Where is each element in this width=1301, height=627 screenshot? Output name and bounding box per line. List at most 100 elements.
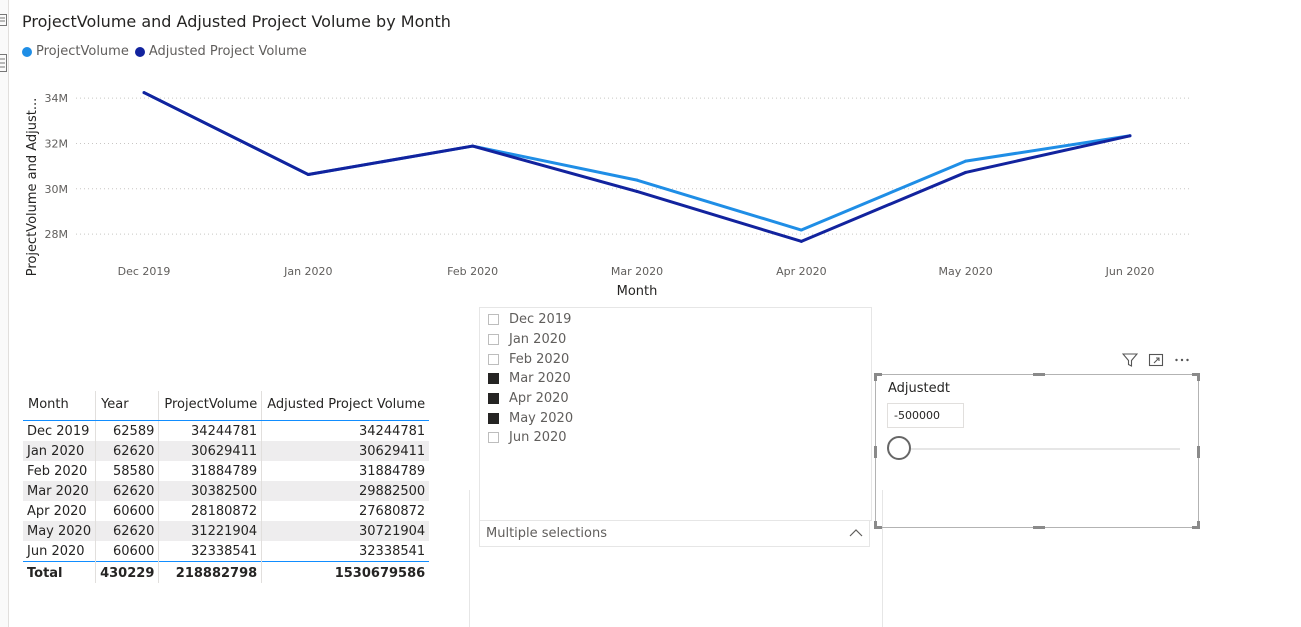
- resize-handle-mid-right[interactable]: [1197, 446, 1200, 458]
- slicer-item[interactable]: Jan 2020: [480, 330, 871, 350]
- data-point-adjusted[interactable]: [1128, 134, 1132, 138]
- chart-legend: ProjectVolume Adjusted Project Volume: [22, 44, 307, 59]
- chart-title: ProjectVolume and Adjusted Project Volum…: [22, 12, 451, 31]
- resize-handle-top-left[interactable]: [874, 373, 882, 376]
- legend-item-projectvolume[interactable]: ProjectVolume: [22, 44, 129, 59]
- slicer-item-label: Jan 2020: [509, 332, 567, 348]
- checkbox[interactable]: [488, 314, 499, 326]
- adjustment-slider-visual[interactable]: Adjustedt -500000: [874, 373, 1200, 529]
- table-total-row: Total 430229 218882798 1530679586: [23, 561, 430, 583]
- resize-handle-bottom-left-v[interactable]: [874, 521, 877, 529]
- cell-projectvolume: 34244781: [158, 420, 263, 441]
- table-row: Dec 2019 62589 34244781 34244781: [23, 420, 429, 441]
- data-point-adjusted[interactable]: [635, 189, 639, 193]
- resize-handle-top-right-v[interactable]: [1197, 373, 1200, 381]
- checkbox[interactable]: [488, 353, 499, 365]
- data-point-adjusted[interactable]: [471, 144, 475, 148]
- data-point-adjusted[interactable]: [142, 91, 146, 95]
- table-row: Feb 2020 58580 31884789 31884789: [23, 461, 429, 481]
- slicer-item-label: Feb 2020: [509, 351, 570, 367]
- slider-track[interactable]: [902, 448, 1180, 450]
- data-point-projectvolume[interactable]: [964, 159, 968, 163]
- x-tick-label: Mar 2020: [611, 265, 663, 278]
- page-list-icon[interactable]: [0, 14, 7, 26]
- chevron-up-icon[interactable]: [849, 526, 863, 541]
- x-tick-label: Apr 2020: [776, 265, 827, 278]
- left-rail: [0, 0, 9, 627]
- x-tick-label: Jun 2020: [1105, 265, 1155, 278]
- resize-handle-top-right[interactable]: [1192, 373, 1200, 376]
- resize-handle-top-left-v[interactable]: [874, 373, 877, 381]
- series-line-adjusted[interactable]: [143, 91, 1131, 243]
- slicer-item[interactable]: Jun 2020: [480, 428, 871, 448]
- checkbox[interactable]: [488, 432, 499, 444]
- slicer-item[interactable]: Mar 2020: [480, 369, 871, 389]
- slicer-item[interactable]: Apr 2020: [480, 389, 871, 409]
- data-point-adjusted[interactable]: [306, 173, 310, 177]
- checkbox[interactable]: [488, 334, 499, 346]
- data-table-container: Month Year ProjectVolume Adjusted Projec…: [23, 391, 430, 583]
- filter-icon[interactable]: [1122, 352, 1138, 368]
- cell-year: 60600: [95, 541, 160, 562]
- cell-adjusted: 30721904: [261, 521, 430, 541]
- legend-label-adjusted: Adjusted Project Volume: [148, 44, 307, 59]
- total-year: 430229: [95, 561, 160, 583]
- fields-icon[interactable]: [0, 54, 7, 72]
- slicer-item-label: Dec 2019: [509, 312, 572, 328]
- col-header-year[interactable]: Year: [95, 391, 160, 421]
- data-point-projectvolume[interactable]: [799, 228, 803, 232]
- cell-projectvolume: 31221904: [158, 521, 263, 541]
- slider-value-input[interactable]: -500000: [887, 403, 964, 428]
- line-chart[interactable]: 28M 30M 32M 34M Dec 2019 Jan 2020 Feb 2020 Mar …: [0, 70, 1210, 300]
- legend-dot-adjusted: [134, 46, 145, 57]
- resize-handle-bottom-mid[interactable]: [1033, 526, 1045, 529]
- cell-projectvolume: 32338541: [158, 541, 263, 562]
- checkbox[interactable]: [488, 373, 499, 385]
- more-options-icon[interactable]: [1174, 352, 1190, 368]
- total-projectvolume: 218882798: [158, 561, 263, 583]
- cell-month: May 2020: [23, 521, 97, 541]
- resize-handle-top-mid[interactable]: [1033, 373, 1045, 376]
- slicer-item-label: May 2020: [509, 410, 574, 426]
- checkbox[interactable]: [488, 412, 499, 424]
- table-row: Apr 2020 60600 28180872 27680872: [23, 501, 429, 521]
- visual-header: [1122, 352, 1190, 368]
- slicer-item-label: Mar 2020: [509, 371, 571, 387]
- data-point-projectvolume[interactable]: [635, 178, 639, 182]
- resize-handle-bottom-right-v[interactable]: [1197, 521, 1200, 529]
- resize-handle-bottom-left[interactable]: [874, 526, 882, 529]
- col-header-adjusted[interactable]: Adjusted Project Volume: [261, 391, 430, 421]
- y-axis-title: ProjectVolume and Adjust...: [25, 98, 40, 277]
- legend-label-projectvolume: ProjectVolume: [36, 44, 129, 59]
- slicer-item-label: Apr 2020: [509, 391, 569, 407]
- slicer-dropdown-header[interactable]: Multiple selections: [479, 520, 870, 547]
- table-row: Mar 2020 62620 30382500 29882500: [23, 481, 430, 501]
- table-header-row: Month Year ProjectVolume Adjusted Projec…: [23, 391, 430, 421]
- cell-adjusted: 27680872: [359, 503, 426, 519]
- cell-adjusted: 29882500: [261, 481, 430, 501]
- resize-handle-bottom-right[interactable]: [1192, 526, 1200, 529]
- slicer-item[interactable]: Dec 2019: [480, 310, 871, 330]
- focus-mode-icon[interactable]: [1148, 352, 1164, 368]
- x-tick-label: Dec 2019: [118, 265, 171, 278]
- slicer-item[interactable]: May 2020: [480, 408, 871, 428]
- checkbox[interactable]: [488, 393, 499, 405]
- resize-handle-mid-left[interactable]: [874, 446, 877, 458]
- series-line-projectvolume[interactable]: [143, 91, 1131, 232]
- total-label: Total: [23, 561, 97, 583]
- slider-thumb[interactable]: [887, 436, 911, 460]
- y-tick-label: 32M: [45, 137, 69, 150]
- data-point-adjusted[interactable]: [799, 239, 803, 243]
- y-tick-label: 34M: [45, 92, 69, 105]
- slicer-items: Dec 2019 Jan 2020 Feb 2020 Mar 2020 Apr 2020…: [480, 308, 871, 448]
- cell-year: 58580: [95, 461, 160, 481]
- table-body: Dec 2019 62589 34244781 34244781 Jan 2020 626…: [23, 420, 430, 562]
- col-header-month[interactable]: Month: [23, 391, 97, 421]
- data-point-adjusted[interactable]: [964, 170, 968, 174]
- cell-year: 62589: [95, 420, 160, 441]
- legend-item-adjusted[interactable]: Adjusted Project Volume: [134, 44, 307, 59]
- slicer-item[interactable]: Feb 2020: [480, 349, 871, 369]
- slicer-dropdown-label: Multiple selections: [486, 526, 607, 541]
- cell-month: Jan 2020: [23, 441, 97, 461]
- col-header-projectvolume[interactable]: ProjectVolume: [158, 391, 263, 421]
